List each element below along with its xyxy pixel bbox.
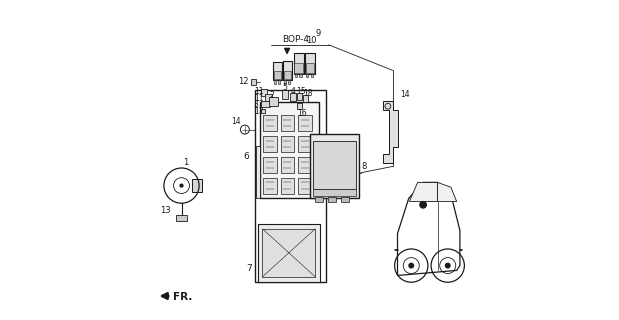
Text: 2: 2 — [269, 92, 274, 100]
Text: 1: 1 — [183, 158, 188, 167]
Bar — [258, 224, 320, 282]
Bar — [261, 89, 267, 96]
Bar — [303, 95, 308, 102]
Text: FR.: FR. — [173, 292, 192, 302]
Bar — [315, 197, 323, 202]
Text: 8: 8 — [361, 162, 367, 171]
Text: 14: 14 — [400, 90, 410, 99]
Text: 13: 13 — [160, 206, 170, 215]
Bar — [313, 141, 356, 189]
Circle shape — [420, 202, 426, 208]
Text: 9: 9 — [316, 29, 321, 38]
Bar — [306, 74, 308, 77]
Text: BOP-4: BOP-4 — [282, 36, 310, 44]
Bar — [280, 115, 294, 131]
Text: 14: 14 — [232, 117, 241, 126]
Circle shape — [180, 184, 183, 187]
Text: 18: 18 — [303, 89, 313, 98]
Bar — [263, 136, 277, 152]
Bar — [260, 102, 319, 198]
Bar — [328, 197, 336, 202]
Bar — [280, 157, 294, 173]
Bar — [269, 97, 278, 106]
Text: 11: 11 — [254, 94, 263, 103]
Bar — [290, 93, 296, 101]
Bar — [274, 80, 276, 84]
Text: 3: 3 — [254, 100, 259, 109]
Bar — [282, 90, 288, 99]
Bar — [192, 179, 202, 192]
Bar — [273, 62, 282, 80]
Bar — [298, 115, 312, 131]
Bar — [300, 74, 301, 77]
Bar — [298, 136, 312, 152]
Bar — [263, 115, 277, 131]
Bar — [284, 71, 290, 79]
Bar — [262, 229, 315, 277]
Circle shape — [409, 263, 413, 268]
Text: 17: 17 — [254, 107, 264, 116]
Polygon shape — [397, 182, 460, 275]
Bar — [297, 93, 303, 100]
Text: 10: 10 — [306, 36, 316, 45]
Bar — [176, 215, 188, 221]
Polygon shape — [383, 101, 399, 163]
Bar — [306, 63, 314, 73]
Bar — [274, 71, 280, 79]
Bar — [263, 157, 277, 173]
Text: 6: 6 — [243, 152, 249, 161]
Bar — [297, 103, 303, 109]
Polygon shape — [438, 182, 457, 202]
Polygon shape — [409, 182, 438, 202]
Text: 4: 4 — [290, 87, 295, 96]
Bar — [278, 80, 280, 84]
Bar — [265, 94, 272, 101]
Bar — [256, 146, 260, 198]
Text: 15: 15 — [297, 87, 306, 96]
Bar — [280, 136, 294, 152]
Bar — [298, 178, 312, 194]
Bar — [313, 189, 356, 196]
Bar — [310, 134, 359, 198]
Text: 12: 12 — [238, 77, 249, 86]
Bar — [261, 109, 265, 113]
Text: 5: 5 — [282, 84, 287, 92]
Bar — [280, 178, 294, 194]
Text: 11: 11 — [254, 87, 263, 96]
Bar — [305, 53, 315, 74]
Bar — [295, 63, 303, 73]
Bar — [288, 80, 290, 84]
Bar — [251, 79, 256, 85]
Bar — [261, 101, 271, 107]
Bar — [255, 90, 326, 282]
Text: 7: 7 — [246, 264, 252, 273]
Text: 16: 16 — [297, 109, 307, 118]
Bar — [283, 61, 292, 80]
Bar — [293, 53, 304, 74]
Bar — [284, 80, 286, 84]
Circle shape — [446, 263, 450, 268]
Bar — [298, 157, 312, 173]
Bar — [341, 197, 349, 202]
Bar — [263, 178, 277, 194]
Bar — [295, 74, 297, 77]
Bar — [311, 74, 313, 77]
